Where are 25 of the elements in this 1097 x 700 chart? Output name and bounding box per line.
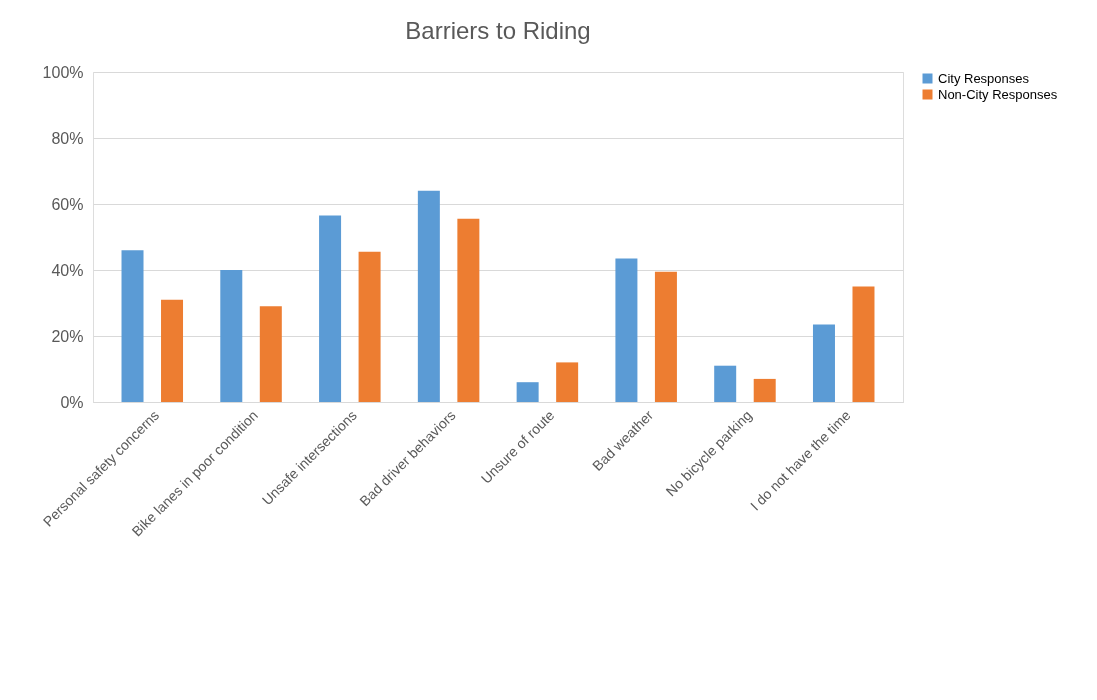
chart-title: Barriers to Riding [405, 17, 591, 44]
bar [358, 251, 381, 402]
bar [457, 218, 480, 402]
y-tick-label: 20% [51, 327, 84, 345]
bar [654, 271, 677, 402]
bar [516, 382, 539, 402]
bar [417, 190, 440, 402]
bar [615, 258, 638, 402]
bar [161, 299, 184, 402]
y-tick-label: 80% [51, 129, 84, 147]
y-tick-label: 60% [51, 195, 84, 213]
bar [753, 378, 776, 402]
y-tick-label: 100% [42, 63, 84, 81]
bar [220, 270, 243, 402]
legend-label: Non-City Responses [938, 86, 1058, 102]
bar [556, 362, 579, 402]
bar [812, 324, 835, 402]
bar [852, 286, 875, 402]
y-tick-label: 0% [60, 393, 84, 411]
bar [319, 215, 342, 402]
bar [259, 306, 282, 402]
legend-label: City Responses [938, 70, 1030, 86]
bar [121, 250, 144, 402]
y-tick-label: 40% [51, 261, 84, 279]
bar [714, 365, 737, 402]
